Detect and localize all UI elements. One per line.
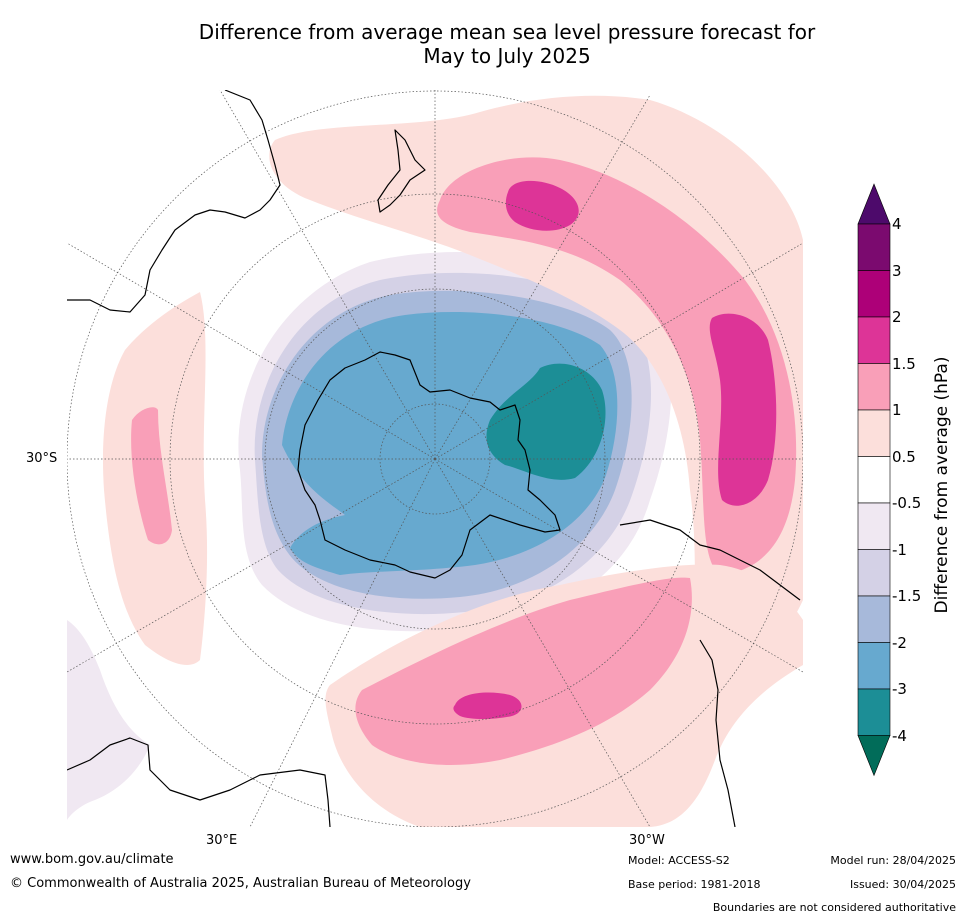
colorbar-bin (857, 409, 891, 457)
chart-title: Difference from average mean sea level p… (0, 20, 965, 68)
colorbar-bin (857, 595, 891, 643)
colorbar-tick-label: -4 (892, 726, 907, 745)
australia-outline (67, 90, 281, 313)
colorbar-bin (857, 642, 891, 690)
lon-30e-label: 30°E (206, 833, 238, 848)
colorbar-tick-label: 3 (892, 261, 902, 280)
base-period-text: Base period: 1981-2018 (628, 878, 761, 891)
lat-30s-label: 30°S (26, 451, 58, 466)
model-text: Model: ACCESS-S2 (628, 854, 730, 867)
colorbar-tick-label: -1 (892, 540, 907, 559)
antarctica-outline (297, 351, 561, 579)
colorbar-tick-label: 0.5 (892, 447, 916, 466)
model-run-text: Model run: 28/04/2025 (830, 854, 956, 867)
anomaly-region-plus-1-5-nz (505, 180, 579, 231)
colorbar-bin (857, 502, 891, 550)
colorbar-tick-label: -1.5 (892, 587, 922, 605)
colorbar-tick-label: -2 (892, 633, 907, 652)
anomaly-region-minus-3 (486, 363, 606, 480)
anomaly-region-minus-0-5-africa (67, 620, 150, 820)
website-text: www.bom.gov.au/climate (10, 852, 174, 867)
colorbar-tick-label: 1 (892, 401, 902, 419)
anomaly-region-plus-1-indian (131, 407, 172, 545)
colorbar-bin (857, 270, 891, 318)
colorbar-tick-label: 2 (892, 308, 902, 326)
lon-30w-label: 30°W (629, 833, 665, 848)
issued-text: Issued: 30/04/2025 (849, 878, 956, 891)
colorbar-tick-label: -3 (892, 680, 907, 698)
anomaly-region-plus-1-5-atlantic (453, 692, 522, 719)
colorbar (857, 183, 891, 777)
colorbar-bin (857, 363, 891, 411)
colorbar-tick-label: 4 (892, 215, 902, 233)
coastlines (67, 90, 801, 827)
africa-outline (67, 737, 331, 827)
copyright-text: © Commonwealth of Australia 2025, Austra… (10, 876, 471, 891)
anomaly-region-plus-1-atlantic (355, 577, 692, 765)
anomaly-region-plus-1-pacific (437, 157, 797, 576)
colorbar-bin (857, 549, 891, 597)
colorbar-extend-low (857, 735, 891, 777)
title-line-1: Difference from average mean sea level p… (198, 20, 816, 44)
south-america-outline (619, 519, 801, 827)
colorbar-title: Difference from average (hPa) (932, 356, 952, 614)
disclaimer-text: Boundaries are not considered authoritat… (712, 901, 956, 914)
colorbar-bin (857, 223, 891, 271)
colorbar-bin (857, 316, 891, 364)
new-zealand-outline (377, 129, 426, 213)
colorbar-tick-label: -0.5 (892, 494, 922, 512)
colorbar-extend-high (857, 183, 891, 225)
colorbar-tick-label: 1.5 (892, 354, 916, 373)
graticule (67, 90, 803, 827)
colorbar-bin (857, 688, 891, 736)
title-line-2: May to July 2025 (423, 44, 591, 68)
anomaly-region-plus-1-5-chile (709, 313, 777, 506)
colorbar-bin (857, 456, 891, 504)
